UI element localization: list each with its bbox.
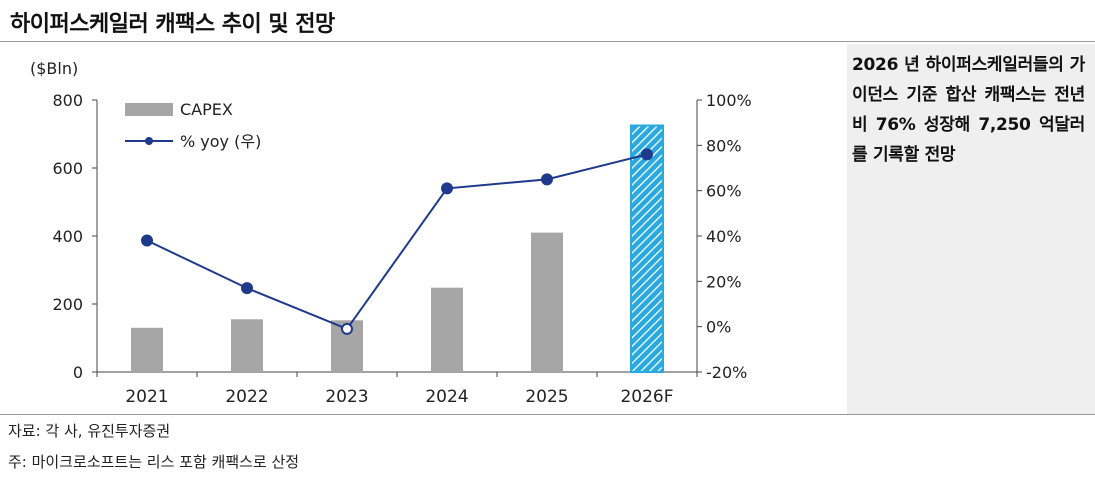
yoy-point	[141, 234, 153, 247]
x-tick-label: 2025	[525, 387, 568, 407]
capex-bar	[231, 319, 263, 372]
y-tick-label-right: 100%	[706, 91, 752, 110]
yoy-point	[241, 282, 253, 295]
chart-area: ($Bln) 0 200 400 600 800 -20% 0% 20% 40% 60% 80% 100…	[0, 44, 845, 414]
footnote: 주: 마이크로소프트는 리스 포함 캐팩스로 산정	[8, 453, 300, 471]
x-tick-label: 2024	[425, 387, 468, 407]
page-title: 하이퍼스케일러 캐팩스 추이 및 전망	[10, 12, 335, 37]
footer-divider	[0, 414, 1095, 415]
y-tick-label-left: 800	[52, 91, 83, 110]
summary-panel: 2026 년 하이퍼스케일러들의 가이던스 기준 합산 캐팩스는 전년비 76%…	[847, 44, 1095, 414]
yoy-point	[641, 148, 653, 161]
y-tick-label-left: 400	[52, 227, 83, 246]
x-tick-label: 2026F	[620, 387, 673, 407]
capex-bar-forecast	[630, 124, 664, 373]
capex-chart: ($Bln) 0 200 400 600 800 -20% 0% 20% 40% 60% 80% 100…	[30, 59, 752, 407]
summary-text: 2026 년 하이퍼스케일러들의 가이던스 기준 합산 캐팩스는 전년비 76%…	[852, 55, 1085, 165]
x-tick-label: 2023	[325, 387, 368, 407]
y-axis-label: ($Bln)	[30, 59, 78, 78]
source-note: 자료: 각 사, 유진투자증권	[8, 422, 171, 440]
title-divider	[0, 41, 1095, 42]
y-tick-label-left: 200	[52, 295, 83, 314]
yoy-point	[441, 182, 453, 195]
legend-label-capex: CAPEX	[180, 100, 233, 119]
x-tick-label: 2021	[125, 387, 168, 407]
y-tick-label-right: 40%	[706, 227, 742, 246]
y-tick-label-left: 600	[52, 159, 83, 178]
capex-bar	[531, 232, 563, 372]
legend-label-yoy: % yoy (우)	[180, 132, 261, 151]
x-tick-label: 2022	[225, 387, 268, 407]
capex-bar	[131, 327, 163, 372]
y-tick-label-right: 0%	[706, 318, 731, 337]
y-tick-label-right: 60%	[706, 182, 742, 201]
yoy-point	[341, 322, 353, 335]
y-tick-label-right: 80%	[706, 136, 742, 155]
capex-bar	[431, 287, 463, 372]
yoy-line	[146, 153, 648, 331]
y-tick-label-right: -20%	[706, 363, 747, 382]
legend-swatch-capex	[125, 103, 173, 116]
y-tick-label-right: 20%	[706, 272, 742, 291]
yoy-point	[541, 173, 553, 186]
y-tick-label-left: 0	[73, 363, 83, 382]
legend-marker-yoy	[145, 137, 153, 145]
